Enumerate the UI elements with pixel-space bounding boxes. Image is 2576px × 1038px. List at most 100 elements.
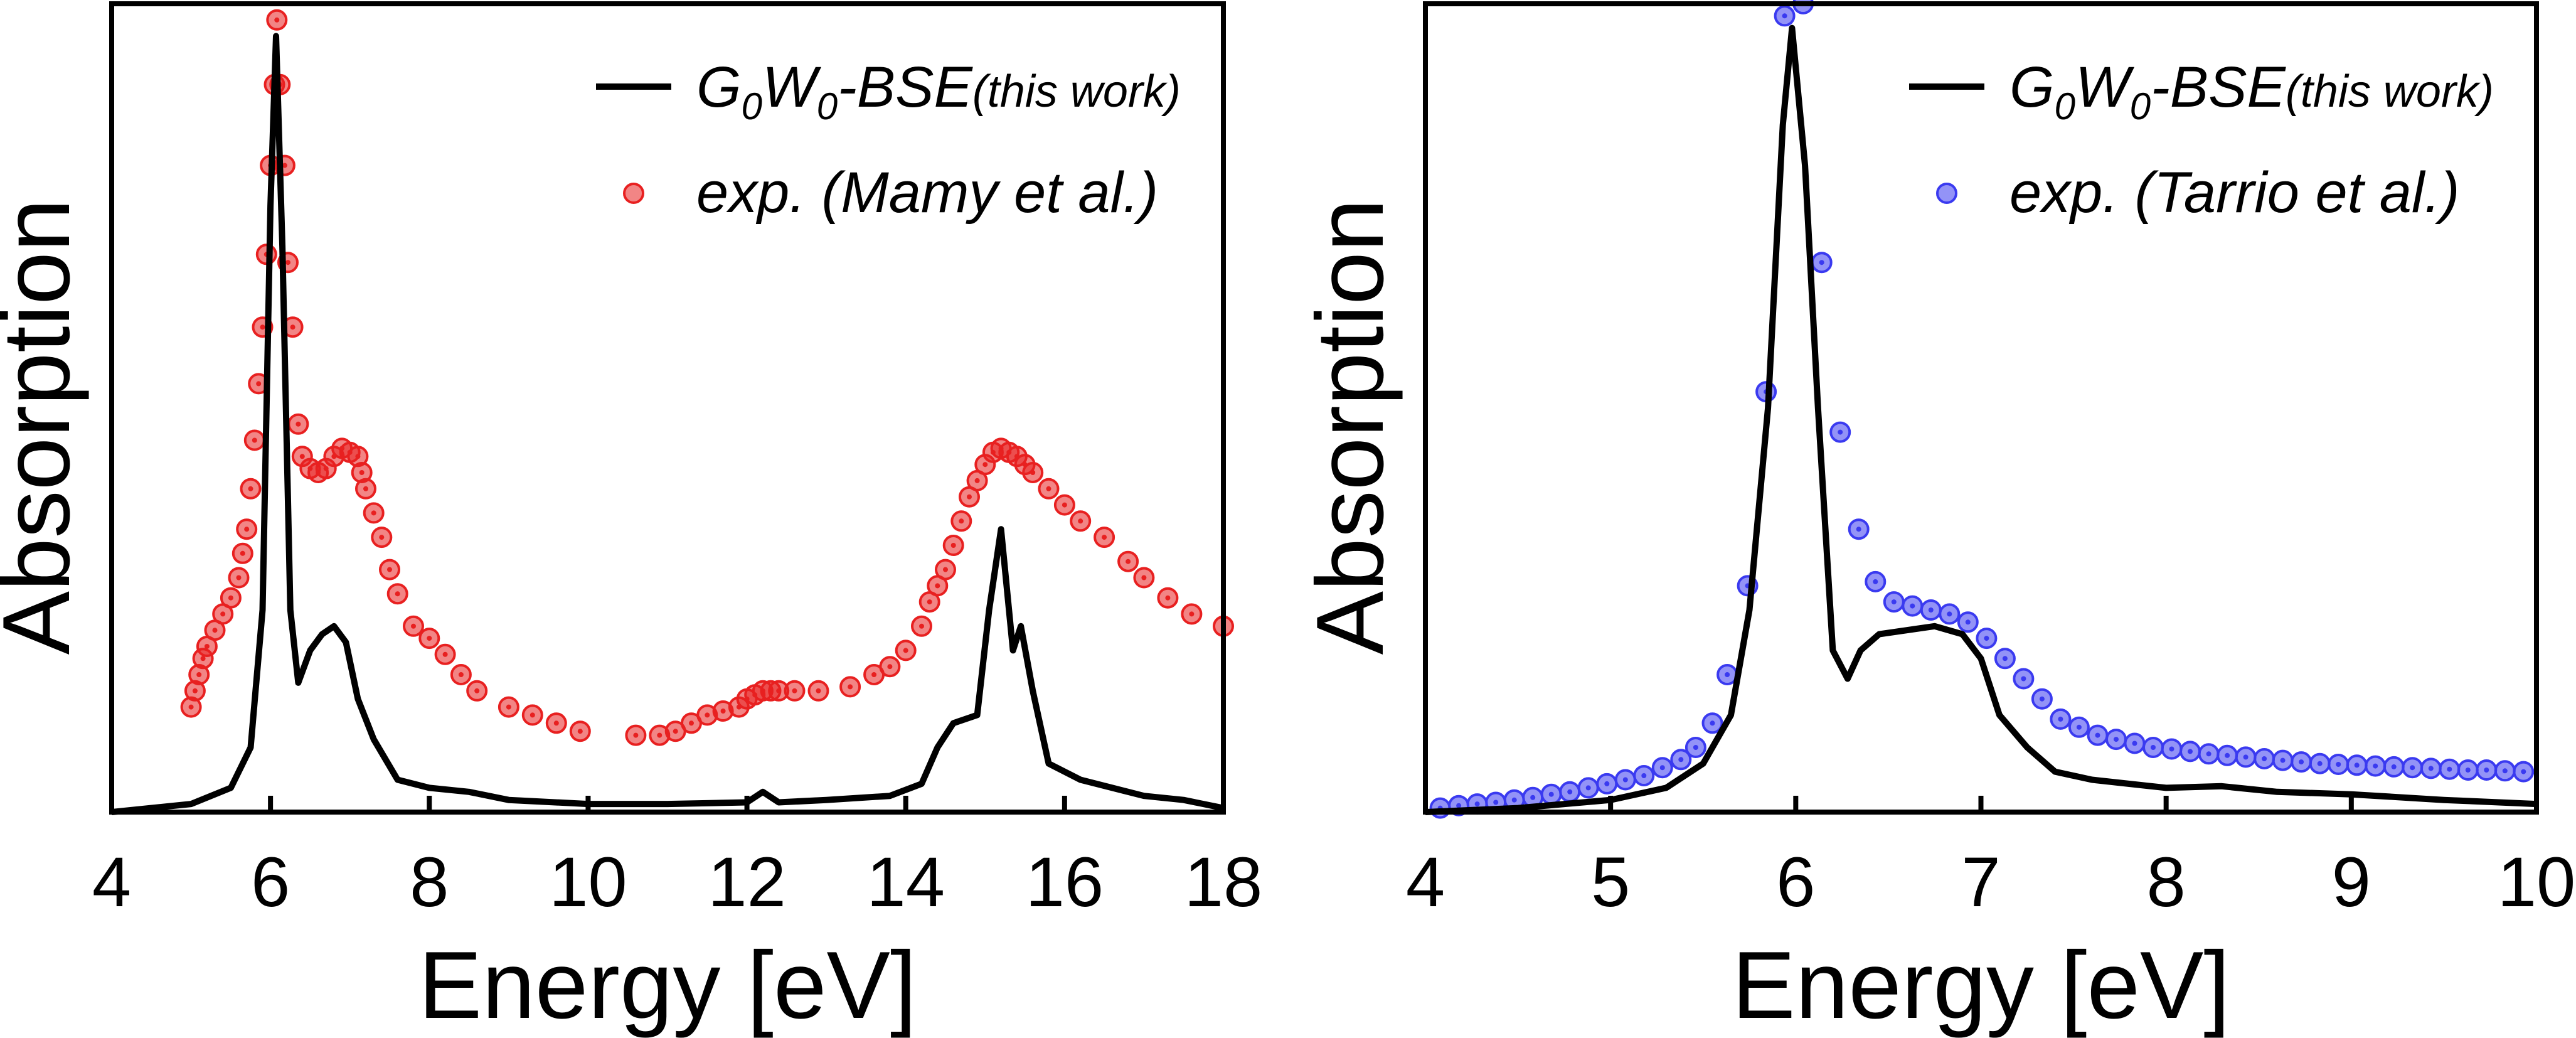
left-experiment-point-center [974,478,980,483]
right-experiment-point-center [1511,797,1517,803]
right-experiment-point-center [1474,801,1480,807]
right-experiment-point-center [1856,527,1861,532]
left-experiment-point-center [282,163,287,168]
left-experiment-point-center [252,437,257,443]
right-experiment-point-center [2502,768,2508,774]
left-experiment-point-center [1102,535,1107,540]
left-experiment-point-center [927,599,932,605]
left-experiment-point-center [236,575,242,581]
left-x-tick-label: 12 [708,843,786,921]
right-plot-frame [1423,1,2539,815]
left-x-tick-label: 4 [92,843,131,921]
right-x-tick-label: 8 [2147,843,2186,921]
left-experiment-point-center [887,664,893,670]
left-experiment-point-center [1189,611,1195,617]
left-experiment-point-center [720,709,726,714]
right-experiment-point-center [1910,603,1915,609]
left-experiment-point-center [363,486,368,491]
right-x-tick-label: 4 [1406,843,1445,921]
right-experiment-point-center [2076,724,2082,730]
left-theory-curve [112,33,1223,815]
left-y-axis-title: Absorption [0,199,90,655]
right-experiment-point-center [2521,769,2526,774]
right-experiment-point-center [2391,764,2397,769]
left-experiment-point-center [871,672,877,677]
left-x-axis-title: Energy [eV] [418,932,917,1038]
right-x-axis-title: Energy [eV] [1732,932,2230,1038]
left-experiment-point-center [323,466,329,471]
left-experiment-point-center [689,720,694,726]
left-experiment-point-center [290,324,295,330]
left-experiment-point-center [212,628,218,633]
left-legend-marker-swatch [623,183,644,204]
right-experiment-point-center [1604,781,1610,786]
left-x-tick-label: 6 [251,843,290,921]
left-experiment-point-center [1165,595,1171,601]
right-experiment-point-center [1965,619,1971,625]
right-experiment-point-center [2410,765,2415,771]
right-experiment-point-center [2280,757,2286,763]
left-experiment-point-center [816,688,821,693]
right-experiment-point-center [2447,766,2452,772]
left-experiment-point-center [553,720,559,726]
right-experiment-point-center [2058,716,2063,722]
right-experiment-point-center [2373,763,2378,769]
left-experiment-point-center [1030,470,1036,475]
left-experiment-point-center [355,454,361,459]
left-experiment-point-center [411,623,416,629]
right-x-tick-label: 6 [1776,843,1815,921]
right-legend: G0W0-BSE(this work) exp. (Tarrio et al.) [1909,55,2494,225]
left-experiment-point-center [196,672,202,677]
right-experiment-point-center [2095,732,2100,738]
right-experiment-point-center [1641,773,1647,778]
left-experiment-point-center [204,644,210,649]
left-experiment-point-center [935,583,940,589]
left-experiment-point-center [919,623,924,629]
right-experiment-point-center [1928,607,1934,613]
left-experiment-point-center [577,729,583,734]
left-x-tick-label: 8 [410,843,449,921]
right-experiment-point-center [2262,756,2267,761]
left-experiment-point-center [633,732,639,738]
left-experiment-point-center [903,648,908,653]
right-experiment-point-center [1819,260,1824,265]
right-experiment-point-center [2465,768,2471,773]
right-experiment-point-center [1622,777,1628,783]
left-experiment-point-center [240,550,245,556]
left-experiment-point-center [379,535,385,540]
left-experiment-point-center [299,454,305,459]
left-experiment-point-center [950,543,956,548]
left-experiment-point-center [228,595,233,601]
left-experiment-point-center [458,672,464,677]
right-experiment-point-center [2002,656,2008,661]
left-experiment-point-center [967,494,972,500]
right-experiment-point-center [2428,766,2434,771]
right-experiment-point-center [1838,429,1843,435]
left-legend-label-model: G0W0-BSE(this work) [696,55,1181,127]
right-experiment-point-center [1678,757,1684,762]
left-experiment-point-center [200,656,206,661]
left-legend-label-experiment: exp. (Mamy et al.) [696,161,1158,225]
left-experiment-point-center [442,651,448,657]
left-experiment-point-center [1141,575,1147,581]
left-experiment-point-center [188,704,194,710]
right-experiment-point-center [2021,676,2026,682]
left-experiment-point-center [371,510,376,516]
right-experiment-point-center [1493,800,1499,805]
left-experiment-point-center [220,611,226,617]
right-experiment-point-center [1782,13,1787,19]
left-experiment-point-center [248,486,253,491]
left-experiment-point-center [530,712,535,718]
right-experiment-point-center [1693,745,1698,750]
left-experiment-point-center [705,712,710,718]
left-experiment-point-center [1062,502,1067,508]
right-experiment-point-center [1585,785,1591,791]
right-theory-curve [1425,24,2536,815]
left-experiment-point-center [1046,486,1051,491]
right-experiment-point-center [2169,746,2174,752]
left-experiment-point-center [982,462,988,468]
right-x-tick-label: 5 [1591,843,1630,921]
right-experiment-point-center [2132,741,2137,746]
right-experiment-point-center [1530,795,1536,800]
